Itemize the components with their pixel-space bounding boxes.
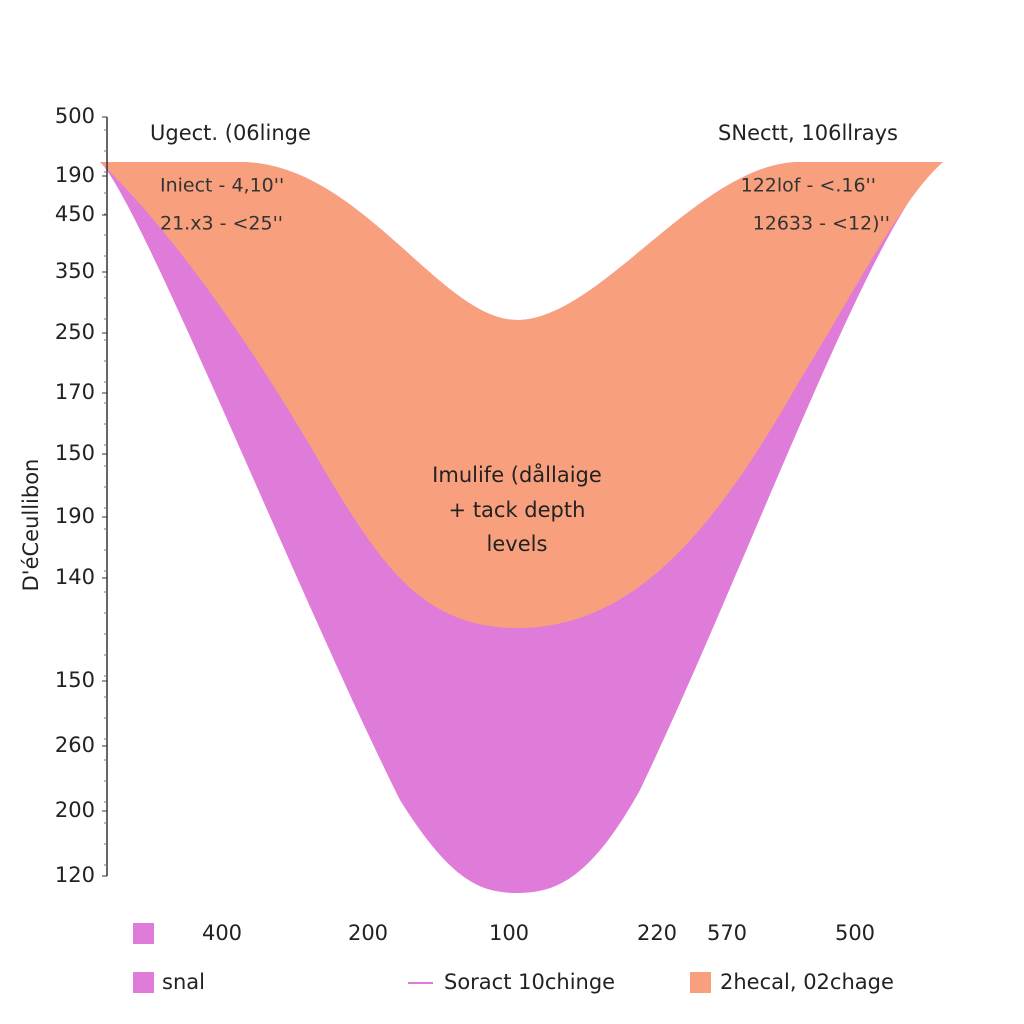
y-label: 500 <box>55 104 95 128</box>
center-note: Imulife (dållaige <box>432 462 602 487</box>
y-label: 250 <box>55 320 95 344</box>
center-note: levels <box>487 532 548 556</box>
legend-swatch <box>133 972 154 993</box>
y-label: 190 <box>55 163 95 187</box>
annotation: 21.x3 - <25'' <box>160 213 283 235</box>
y-label: 190 <box>55 504 95 528</box>
y-label: 200 <box>55 798 95 822</box>
y-label: 450 <box>55 202 95 226</box>
annotation: 12633 - <12)'' <box>753 213 890 235</box>
orange-area <box>100 162 943 628</box>
y-label: 140 <box>55 565 95 589</box>
x-label: 220 <box>637 921 677 945</box>
legend-label: Soract 10chinge <box>444 970 615 994</box>
legend-label: snal <box>162 970 205 994</box>
y-label: 120 <box>55 863 95 887</box>
x-label: 400 <box>202 921 242 945</box>
legend-swatch <box>133 923 154 944</box>
legend-label: 2hecal, 02chage <box>720 970 894 994</box>
x-label: 100 <box>489 921 529 945</box>
legend-swatch <box>690 972 711 993</box>
y-label: 170 <box>55 380 95 404</box>
annotation: 122lof - <.16'' <box>741 175 876 197</box>
axis-title: D'éCeullibon <box>19 459 43 592</box>
x-label: 200 <box>348 921 388 945</box>
annotation: Iniect - 4,10'' <box>160 175 284 197</box>
x-label: 570 <box>707 921 747 945</box>
annotation: SNectt, 106llrays <box>718 121 898 145</box>
y-label: 350 <box>55 259 95 283</box>
y-label: 260 <box>55 733 95 757</box>
y-label: 150 <box>55 441 95 465</box>
center-note: + tack depth <box>449 498 586 522</box>
x-label: 500 <box>835 921 875 945</box>
y-label: 150 <box>55 668 95 692</box>
annotation: Ugect. (06linge <box>150 121 311 145</box>
